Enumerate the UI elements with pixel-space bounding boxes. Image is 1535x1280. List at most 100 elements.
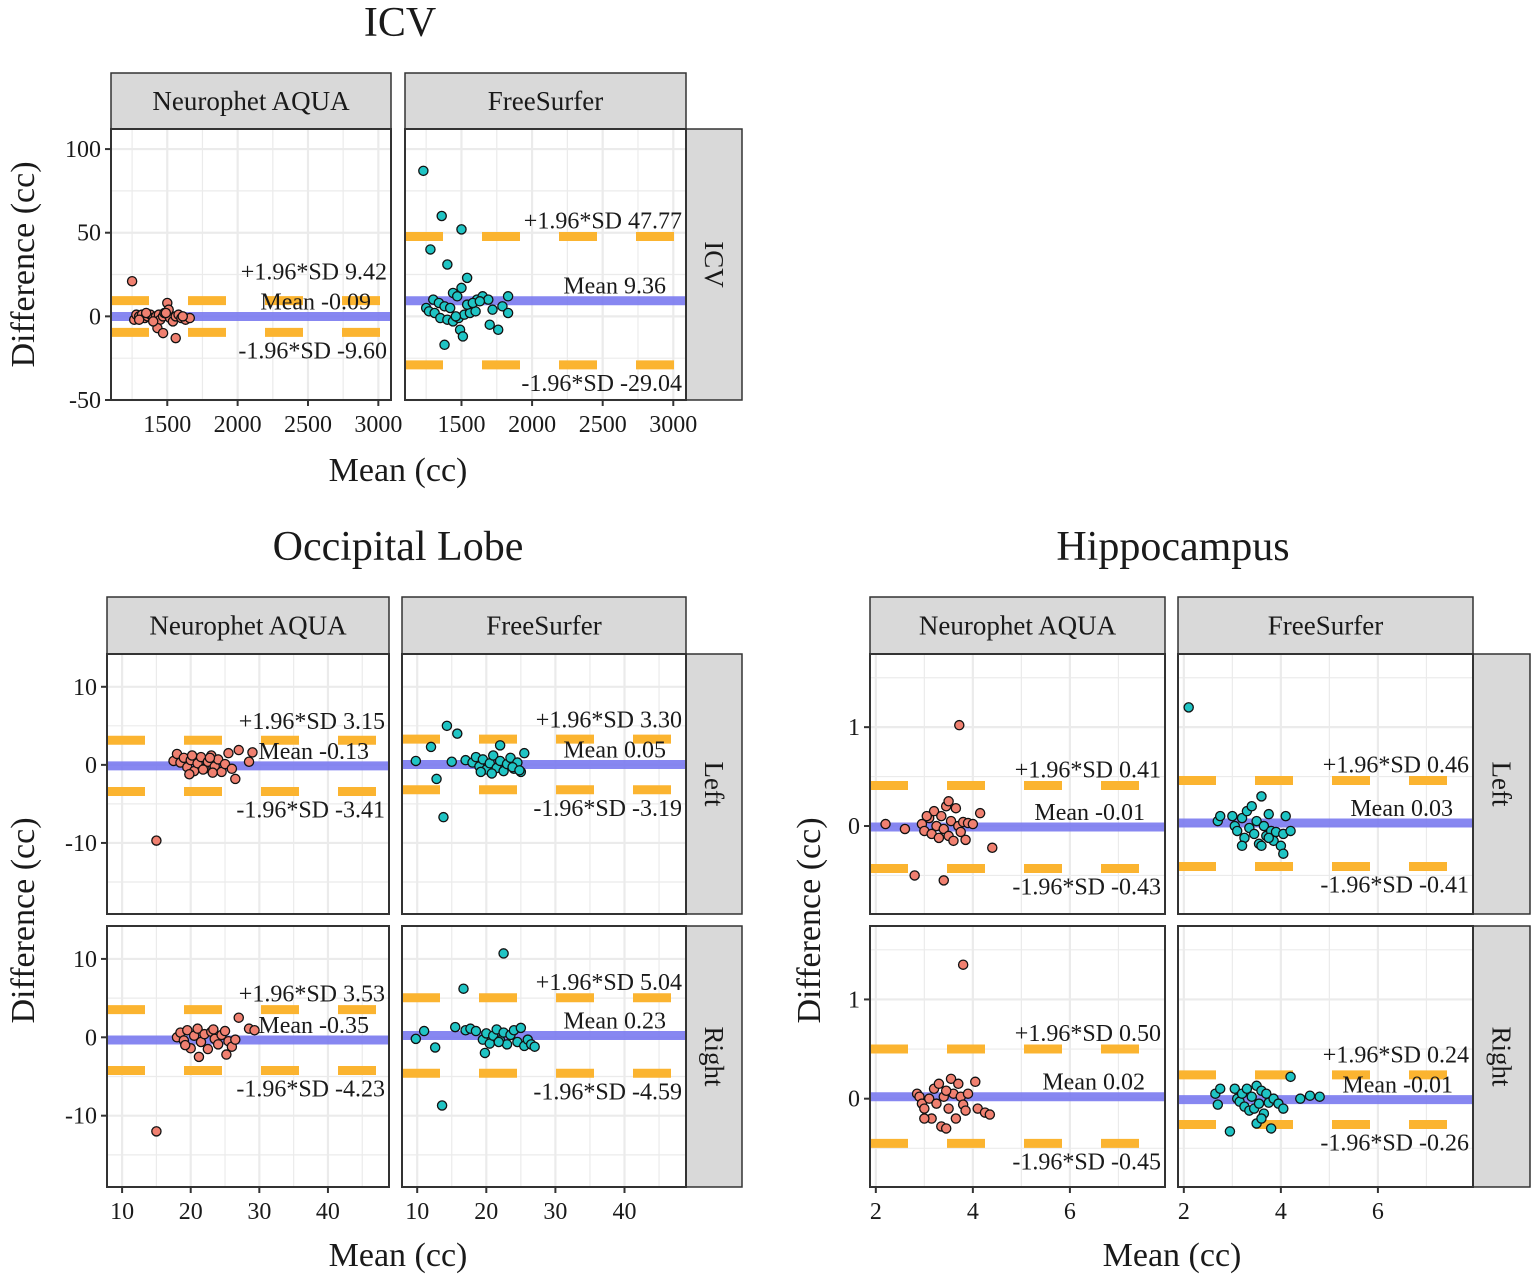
panel-background — [1178, 926, 1473, 1187]
row-strip — [1472, 653, 1531, 915]
x-tick-label: 3000 — [354, 412, 402, 438]
lower-limit-label: -1.96*SD -3.41 — [236, 797, 385, 823]
data-point — [1241, 1083, 1253, 1095]
data-point — [960, 1105, 971, 1116]
data-point — [1214, 1083, 1226, 1095]
x-tick-label: 4 — [1275, 1199, 1287, 1225]
data-point — [410, 1033, 422, 1045]
data-point — [529, 1041, 540, 1052]
column-strip-label: Neurophet AQUA — [919, 611, 1117, 641]
data-point — [247, 747, 258, 758]
data-point — [953, 1078, 964, 1090]
data-point — [940, 1123, 952, 1134]
lower-limit-label: -1.96*SD -4.23 — [236, 1076, 385, 1102]
data-point — [202, 1043, 214, 1055]
data-point — [487, 304, 498, 315]
panel-border — [869, 925, 1166, 1188]
data-point — [425, 741, 437, 753]
data-point — [486, 768, 498, 779]
data-point — [243, 756, 255, 767]
x-tick-label: 4 — [967, 1199, 979, 1225]
data-point — [418, 1025, 430, 1037]
panel-border — [106, 925, 390, 1188]
data-point — [212, 1039, 224, 1050]
lower-limit-label: -1.96*SD -3.19 — [533, 796, 682, 822]
data-point — [1285, 825, 1296, 837]
data-point — [470, 1025, 482, 1037]
data-point — [492, 324, 504, 335]
data-point — [1212, 1099, 1224, 1110]
data-point — [954, 719, 965, 731]
data-point — [498, 948, 509, 959]
panel-background — [111, 129, 391, 400]
chart-title: Occipital Lobe — [273, 524, 524, 570]
data-point — [502, 307, 514, 319]
data-point — [226, 763, 238, 775]
data-point — [456, 282, 467, 294]
data-point — [923, 1093, 935, 1104]
y-tick-label: 0 — [848, 1087, 860, 1113]
data-point — [1183, 702, 1194, 713]
data-point — [449, 1021, 461, 1033]
data-point — [451, 291, 463, 302]
data-point — [984, 1109, 996, 1120]
data-point — [974, 807, 986, 819]
column-strip — [869, 596, 1166, 655]
mean-label: Mean 0.23 — [563, 1008, 666, 1034]
data-point — [429, 1042, 441, 1053]
data-point — [487, 750, 499, 761]
panel-background — [107, 654, 389, 914]
data-point — [928, 805, 940, 817]
data-point — [230, 1034, 241, 1045]
data-point — [177, 311, 189, 322]
x-tick-label: 6 — [1372, 1199, 1384, 1225]
mean-label: Mean -0.13 — [258, 739, 369, 765]
data-point — [1278, 1103, 1289, 1114]
data-point — [444, 302, 456, 314]
row-strip-label: Left — [1487, 762, 1517, 807]
upper-limit-label: +1.96*SD 5.04 — [536, 970, 682, 996]
data-point — [1278, 848, 1289, 859]
data-point — [948, 835, 959, 847]
panel-border — [401, 925, 687, 1188]
y-tick-label: -50 — [69, 388, 101, 414]
data-point — [442, 259, 453, 270]
data-point — [493, 1036, 504, 1048]
data-point — [940, 1085, 952, 1096]
row-strip — [685, 925, 743, 1188]
panel-freesurfer-left: +1.96*SD 0.46 Mean 0.03 -1.96*SD -0.41 — [1177, 653, 1474, 915]
data-point — [133, 314, 145, 325]
data-point — [943, 1103, 954, 1114]
x-axis-title: Mean (cc) — [1103, 1237, 1242, 1274]
mean-label: Mean -0.35 — [258, 1013, 369, 1039]
panel-freesurfer-left: +1.96*SD 3.30 Mean 0.05 -1.96*SD -3.19 — [401, 653, 687, 915]
panel-freesurfer-icv: +1.96*SD 47.77 Mean 9.36 -1.96*SD -29.04 15… — [404, 128, 697, 438]
y-axis-title: Difference (cc) — [5, 817, 42, 1023]
column-strip — [1177, 596, 1474, 655]
data-point — [410, 755, 422, 767]
panel-neurophet-aqua-right: +1.96*SD 0.50 Mean 0.02 -1.96*SD -0.45 1 0 2 4… — [848, 925, 1166, 1225]
data-point — [151, 835, 162, 846]
panel-border — [404, 128, 687, 401]
data-point — [140, 307, 152, 319]
data-point — [919, 1113, 930, 1124]
data-point — [1229, 1083, 1241, 1095]
x-tick-label: 2 — [1178, 1199, 1190, 1225]
x-tick-label: 40 — [316, 1199, 340, 1225]
upper-limit-label: +1.96*SD 0.46 — [1323, 753, 1469, 779]
data-point — [219, 1025, 231, 1037]
row-strip-label: Right — [1487, 1026, 1517, 1087]
mean-label: Mean 0.03 — [1350, 796, 1453, 822]
x-tick-label: 2000 — [214, 412, 262, 438]
data-point — [962, 1088, 974, 1099]
data-point — [1280, 810, 1291, 822]
column-strip-label: FreeSurfer — [488, 86, 603, 116]
data-point — [938, 875, 950, 886]
x-tick-label: 6 — [1064, 1199, 1076, 1225]
x-tick-label: 30 — [247, 1199, 271, 1225]
y-tick-label: 0 — [85, 753, 97, 779]
data-point — [970, 1076, 981, 1088]
data-point — [497, 301, 508, 312]
mean-label: Mean -0.01 — [1342, 1073, 1453, 1099]
